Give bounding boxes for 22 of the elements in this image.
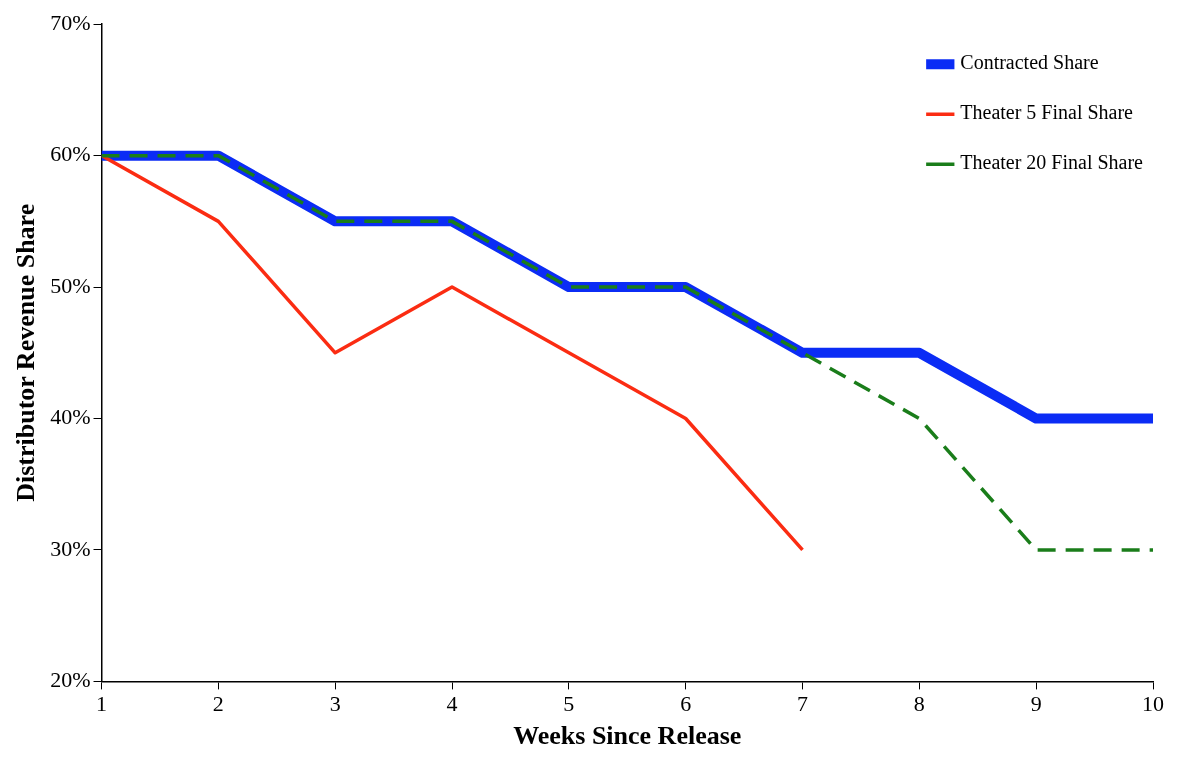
y-tick-label: 60%: [50, 141, 91, 167]
y-tick-label: 40%: [50, 404, 91, 430]
y-tick-label: 30%: [50, 535, 91, 561]
x-axis-title: Weeks Since Release: [513, 721, 742, 751]
y-tick-label: 70%: [50, 9, 91, 35]
x-tick-label: 4: [446, 691, 458, 717]
y-axis-title: Distributor Revenue Share: [11, 203, 41, 502]
x-tick-label: 10: [1142, 691, 1164, 717]
legend-label: Theater 5 Final Share: [960, 101, 1134, 124]
legend-label: Theater 20 Final Share: [960, 151, 1144, 174]
legend-label: Contracted Share: [960, 51, 1099, 74]
x-tick-label: 5: [563, 691, 575, 717]
x-tick-label: 9: [1030, 691, 1042, 717]
x-tick-label: 3: [329, 691, 341, 717]
y-tick-label: 20%: [50, 667, 91, 693]
x-tick-label: 7: [797, 691, 809, 717]
x-tick-label: 2: [212, 691, 224, 717]
y-tick-label: 50%: [50, 272, 91, 298]
line-series: [101, 153, 1153, 552]
x-tick-label: 1: [96, 691, 108, 717]
x-tick-label: 6: [680, 691, 692, 717]
x-tick-label: 8: [913, 691, 925, 717]
